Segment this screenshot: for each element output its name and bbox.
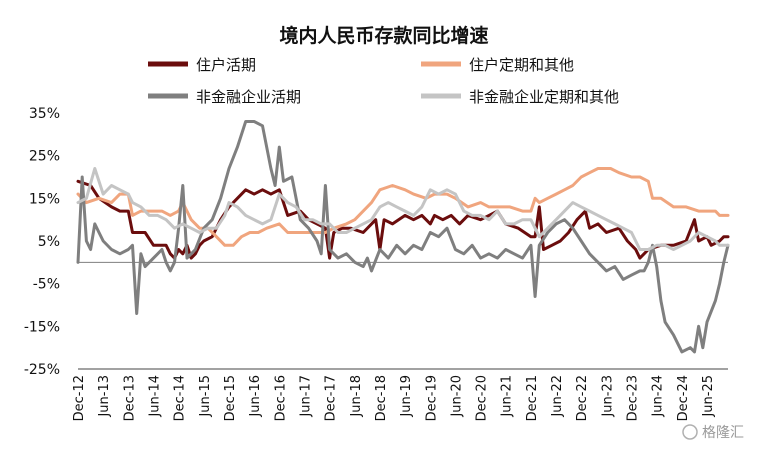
x-tick-label: Dec-24 [676, 375, 691, 421]
x-tick-label: Jun-23 [600, 375, 615, 418]
x-tick-label: Dec-19 [424, 375, 439, 421]
x-tick-label: Jun-20 [449, 375, 464, 418]
x-tick-label: Dec-17 [324, 375, 339, 421]
y-tick-label: 15% [29, 191, 60, 207]
x-tick-label: Dec-15 [223, 375, 238, 421]
watermark-logo-icon [682, 424, 698, 440]
x-tick-label: Jun-14 [147, 375, 162, 418]
legend: 住户活期 住户定期和其他 非金融企业活期 非金融企业定期和其他 [148, 56, 619, 106]
x-axis-ticks: Dec-12 Jun-13 Dec-13 Jun-14 Dec-14 Jun-15 Dec-… [72, 368, 728, 421]
x-tick-label: Dec-14 [173, 375, 188, 421]
watermark-text: 格隆汇 [702, 425, 744, 441]
legend-label-series-3: 非金融企业定期和其他 [469, 88, 619, 106]
series-lines [76, 120, 730, 354]
watermark: 格隆汇 [682, 424, 744, 441]
x-tick-label: Jun-22 [550, 375, 565, 418]
legend-label-series-1: 住户定期和其他 [469, 56, 574, 74]
y-tick-label: -5% [33, 277, 60, 293]
series-line-3 [76, 167, 730, 251]
y-tick-label: -15% [24, 319, 60, 335]
x-tick-label: Dec-20 [475, 375, 490, 421]
x-tick-label: Dec-21 [525, 375, 540, 421]
y-tick-label: 25% [29, 149, 60, 165]
y-axis-ticks: 35% 25% 15% 5% -5% -15% -25% [24, 106, 60, 378]
x-tick-label: Jun-13 [97, 375, 112, 418]
x-tick-label: Dec-13 [122, 375, 137, 421]
x-tick-label: Jun-18 [349, 375, 364, 418]
x-tick-label: Dec-18 [374, 375, 389, 421]
x-tick-label: Jun-21 [500, 375, 515, 418]
y-tick-label: 5% [38, 234, 60, 250]
x-tick-label: Jun-15 [198, 375, 213, 418]
x-tick-label: Dec-22 [575, 375, 590, 421]
y-tick-label: -25% [24, 362, 60, 378]
x-tick-label: Jun-17 [298, 375, 313, 418]
chart-title: 境内人民币存款同比增速 [279, 24, 488, 47]
legend-label-series-0: 住户活期 [196, 56, 256, 74]
x-tick-label: Dec-16 [273, 375, 288, 421]
y-tick-label: 35% [29, 106, 60, 122]
x-tick-label: Dec-23 [626, 375, 641, 421]
series-line-2 [76, 120, 730, 354]
legend-label-series-2: 非金融企业活期 [196, 88, 301, 106]
x-tick-label: Dec-12 [72, 375, 87, 421]
x-tick-label: Jun-25 [701, 375, 716, 418]
x-tick-label: Jun-24 [651, 375, 666, 418]
x-tick-label: Jun-16 [248, 375, 263, 418]
x-tick-label: Jun-19 [399, 375, 414, 418]
